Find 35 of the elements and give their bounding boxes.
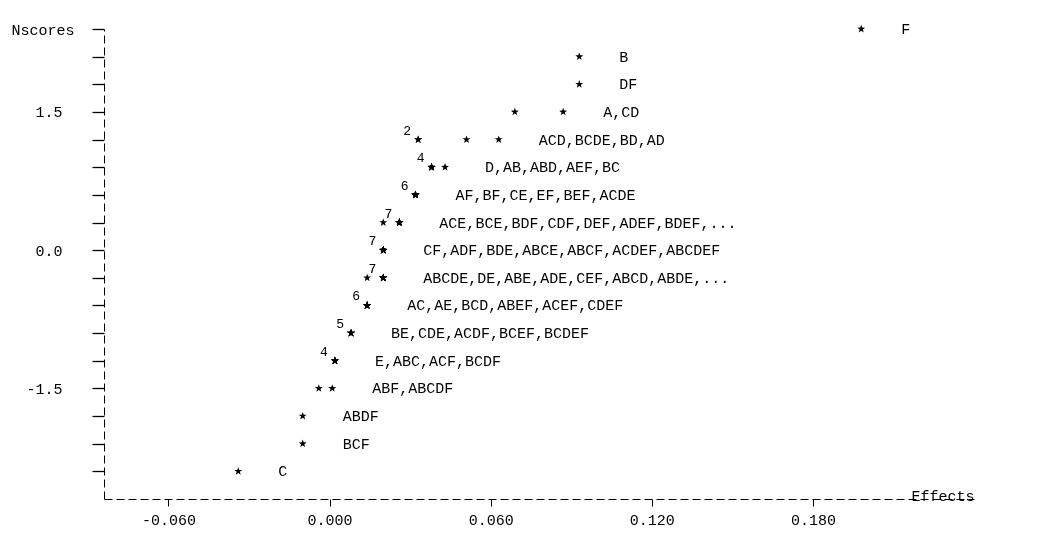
text: ABDF [342, 409, 379, 427]
annotation: 5 [336, 317, 345, 333]
text: B [619, 49, 629, 67]
annotation: 7 [368, 234, 377, 250]
text: AC,AE,BCD,ABEF,ACEF,CDEF [407, 298, 624, 316]
annotation: 7 [384, 206, 393, 222]
x-tick-label: 0.120 [629, 512, 675, 530]
text: ACE,BCE,BDF,CDF,DEF,ADEF,BDEF,... [439, 215, 737, 233]
text: ABCDE,DE,ABE,ADE,CEF,ABCD,ABDE,... [423, 270, 730, 288]
annotation: 7 [368, 261, 377, 277]
text: A,CD [603, 104, 640, 122]
x-tick-label: -0.060 [141, 512, 196, 530]
text: C [278, 464, 288, 482]
annotation: 2 [403, 123, 412, 139]
text: ACD,BCDE,BD,AD [538, 132, 665, 150]
text: ABF,ABCDF [372, 381, 454, 399]
y-axis-title: Nscores [11, 22, 75, 40]
x-tick-label: 0.180 [790, 512, 836, 530]
y-tick-label: 0.0 [35, 243, 63, 261]
y-tick-label: 1.5 [35, 105, 63, 123]
annotation: 6 [352, 289, 361, 305]
text: BCF [342, 436, 370, 454]
text: E,ABC,ACF,BCDF [374, 353, 501, 371]
text: BE,CDE,ACDF,BCEF,BCDEF [391, 326, 590, 344]
annotation: 4 [320, 344, 329, 360]
annotation: 6 [400, 178, 409, 194]
x-tick-label: 0.060 [468, 512, 514, 530]
text: D,AB,ABD,AEF,BC [485, 160, 621, 178]
x-tick-label: 0.000 [307, 512, 353, 530]
y-tick-label: -1.5 [26, 381, 63, 399]
text: F [901, 22, 911, 39]
text: CF,ADF,BDE,ABCE,ABCF,ACDEF,ABCDEF [423, 243, 721, 261]
annotation: 4 [416, 151, 425, 167]
text: DF [619, 77, 638, 95]
text: AF,BF,CE,EF,BEF,ACDE [455, 187, 636, 205]
